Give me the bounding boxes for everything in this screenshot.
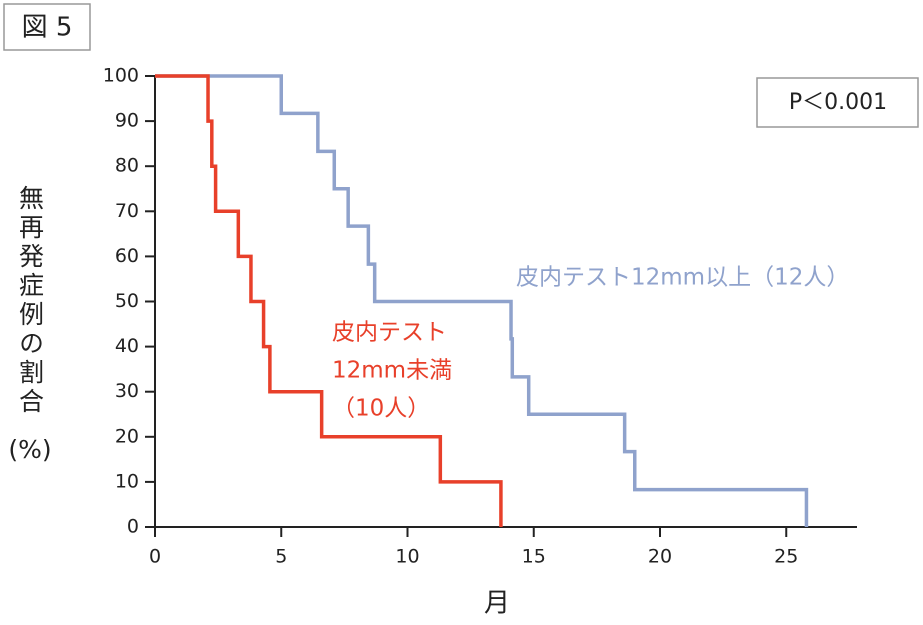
y-tick-label: 70 xyxy=(115,200,139,222)
y-tick-label: 60 xyxy=(115,245,139,267)
series-label: 12mm未満 xyxy=(332,358,452,384)
y-tick-label: 90 xyxy=(115,110,139,132)
x-tick-label: 0 xyxy=(149,546,161,568)
x-axis-label: 月 xyxy=(484,589,510,619)
x-tick-label: 10 xyxy=(395,546,419,568)
series-label: 皮内テスト xyxy=(332,320,447,346)
survival-curve xyxy=(155,74,809,527)
x-tick-label: 20 xyxy=(648,546,672,568)
y-tick-label: 40 xyxy=(115,335,139,357)
y-tick-label: 0 xyxy=(127,516,139,538)
x-tick-label: 15 xyxy=(522,546,546,568)
survival-curve xyxy=(155,74,503,527)
series-label: 皮内テスト12mm以上（12人） xyxy=(516,265,849,291)
figure-label-box xyxy=(3,3,91,51)
figure-label: 図 5 xyxy=(22,13,73,43)
y-tick-label: 10 xyxy=(115,470,139,492)
y-tick-label: 50 xyxy=(115,290,139,312)
annotation: P＜0.001 xyxy=(789,90,887,115)
series-label: （10人） xyxy=(332,396,430,422)
annotation-box xyxy=(756,77,919,128)
x-tick-label: 5 xyxy=(275,546,287,568)
y-tick-label: 30 xyxy=(115,380,139,402)
y-tick-label: 20 xyxy=(115,425,139,447)
y-axis-unit: (%) xyxy=(8,435,51,464)
y-axis-label: 無再発症例の割合 xyxy=(16,185,45,417)
y-tick-label: 80 xyxy=(115,155,139,177)
x-tick-label: 25 xyxy=(774,546,798,568)
y-tick-label: 100 xyxy=(103,65,139,87)
